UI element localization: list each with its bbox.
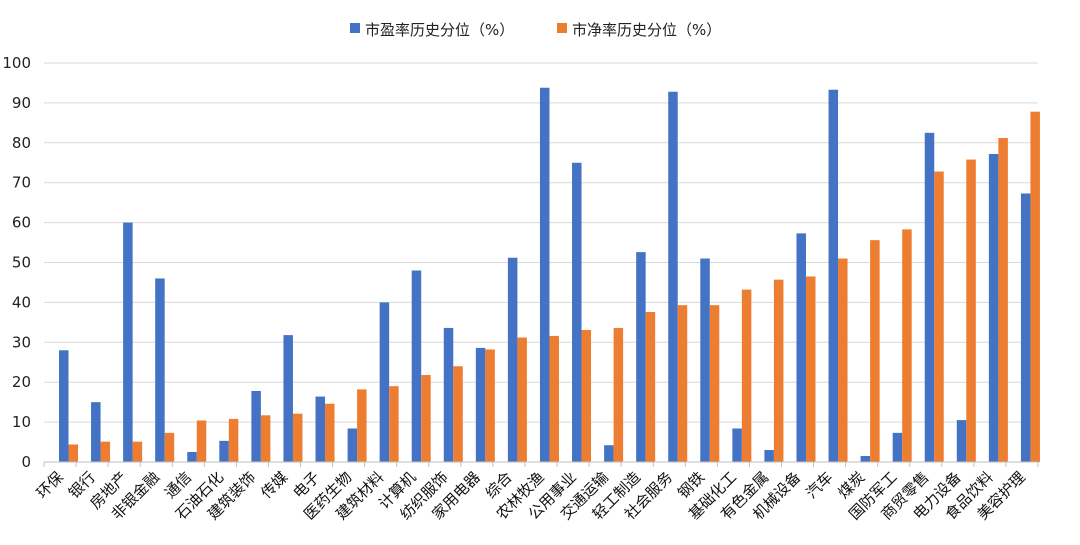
y-tick-label: 10 [12,413,31,431]
bar-pb [645,311,656,462]
bar-pb [773,279,784,462]
y-tick-label: 100 [2,54,31,72]
bar-pb [100,441,111,462]
bar-pe [924,132,935,462]
bar-pb [68,444,78,462]
bar-pb [966,159,976,463]
bar-pe [539,87,550,462]
legend-label-pb: 市净率历史分位（%） [572,21,721,39]
bars [59,87,1040,463]
bar-pe [1020,193,1031,462]
bar-pe [347,428,358,462]
bar-pe [411,270,422,462]
bar-pb [325,403,335,462]
y-tick-label: 0 [21,453,31,471]
y-tick-label: 70 [12,174,31,192]
bar-pb [549,335,559,462]
bar-pb [389,386,399,462]
bar-pe [315,396,326,462]
bar-pb [453,366,463,462]
bar-pe [155,278,165,462]
y-axis-ticks: 0 10 20 30 40 50 60 70 80 90 100 [2,54,31,471]
bar-pe [988,153,999,463]
bar-pe [860,456,871,462]
bar-pe [187,452,197,462]
bar-pb [677,305,688,462]
bar-pb [196,420,207,462]
bar-pb [805,276,816,462]
legend-swatch-pb [557,23,567,33]
bar-pb [709,305,720,462]
bar-pb [421,375,431,462]
y-tick-label: 20 [12,373,31,391]
bar-pb [260,415,271,462]
bar-pe [700,258,710,462]
bar-pe [507,257,518,462]
bar-pe [379,302,390,462]
bar-pb [1030,111,1040,462]
y-tick-label: 60 [12,214,31,232]
bar-pb [870,240,880,462]
bar-pe [123,222,133,462]
y-tick-label: 40 [12,293,31,311]
y-tick-label: 50 [12,254,31,272]
bar-pb [934,171,944,462]
bar-pb [517,337,527,462]
bar-pe [668,91,678,462]
bar-pe [283,335,293,462]
bar-pe [796,233,806,462]
bar-pe [572,162,582,462]
bar-pe [219,440,229,462]
bar-pe [636,252,646,462]
x-category-label: 环保 [33,468,67,502]
x-category-label: 传媒 [257,468,291,502]
bar-pb [357,389,367,462]
y-tick-label: 90 [12,94,31,112]
bar-pb [581,329,592,462]
bar-pb [485,349,495,462]
x-axis [43,461,1039,467]
bar-pe [59,350,69,462]
bar-pe [828,89,839,462]
bar-pb [164,432,175,462]
y-tick-label: 80 [12,134,31,152]
bar-pe [251,390,261,462]
legend-swatch-pe [350,23,360,33]
bar-pb [741,289,752,462]
bar-pe [892,432,903,462]
legend: 市盈率历史分位（%） 市净率历史分位（%） [350,21,721,39]
bar-pb [228,418,239,462]
bar-pb [838,258,848,462]
bar-pe [443,327,454,462]
bar-pe [956,420,967,462]
x-axis-labels: 环保银行房地产非银金融通信石油石化建筑装饰传媒电子医药生物建筑材料计算机纺织服饰… [33,468,1029,523]
bar-pb [132,441,143,462]
bar-pe [764,450,774,462]
x-category-label: 汽车 [802,468,836,502]
bar-pb [998,138,1008,462]
bar-pe [91,402,101,462]
bar-pb [292,413,303,462]
y-tick-label: 30 [12,333,31,351]
bar-pe [732,428,742,462]
bar-pe [604,445,614,462]
legend-label-pe: 市盈率历史分位（%） [365,21,514,39]
bar-pb [613,327,624,462]
bar-pb [902,229,912,462]
bar-pe [475,347,486,462]
